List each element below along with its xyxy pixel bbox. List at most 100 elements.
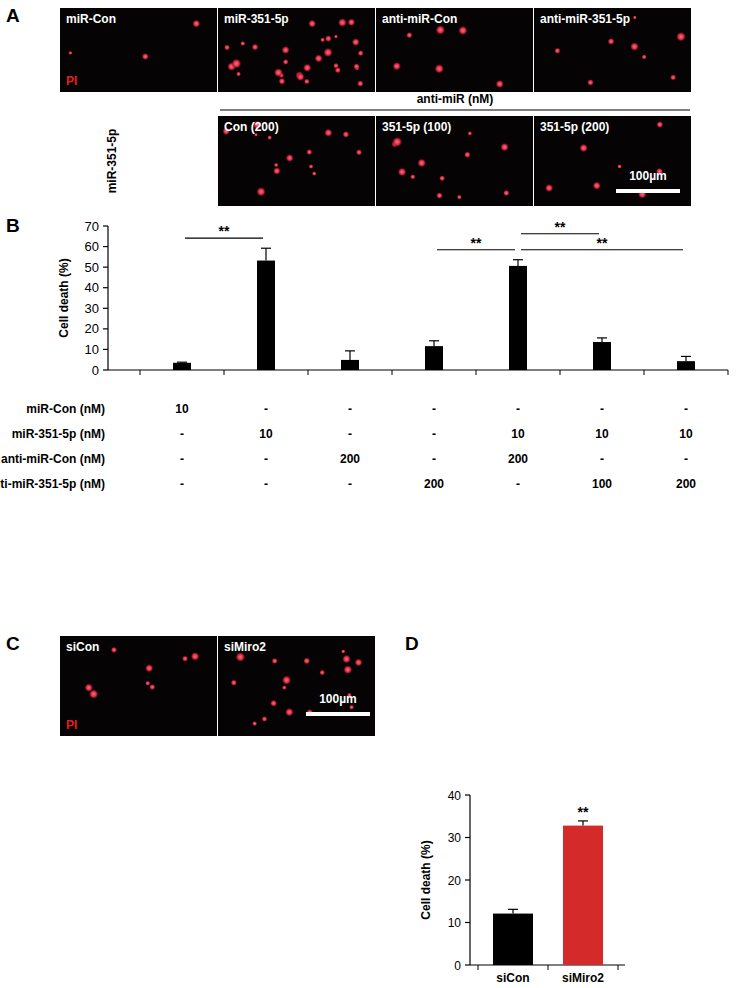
- bar: [257, 261, 275, 370]
- header-line: [220, 109, 690, 110]
- cell-dot: [343, 131, 350, 138]
- x-tick: [392, 370, 393, 375]
- bar: [677, 361, 695, 370]
- cell-dot: [252, 44, 259, 51]
- cell-dot: [334, 35, 338, 39]
- cell-dot: [192, 20, 200, 28]
- y-tick-label: 40: [85, 280, 99, 295]
- error-cap: [597, 337, 607, 338]
- chart: D010203040Cell death (%)siConsiMiro2**: [405, 633, 625, 985]
- row-label: miR-351-5p: [105, 129, 119, 194]
- cell-dot: [274, 68, 283, 77]
- cell-dot: [341, 649, 345, 653]
- y-tick: [103, 328, 108, 329]
- condition-cell: -: [432, 427, 436, 441]
- panel-letter: D: [405, 633, 419, 654]
- cell-dot: [282, 685, 287, 690]
- condition-cell: 10: [595, 427, 609, 441]
- x-axis: [108, 369, 728, 370]
- condition-cell: -: [432, 452, 436, 466]
- panel-label: miR-351-5p: [224, 12, 289, 26]
- scale-bar-label: 100µm: [629, 169, 667, 183]
- cell-dot: [670, 74, 676, 80]
- cell-dot: [324, 129, 332, 137]
- condition-label: miR-351-5p (nM): [12, 427, 105, 441]
- bars: [173, 248, 695, 370]
- y-tick-label: 20: [85, 321, 99, 336]
- y-tick: [465, 837, 470, 838]
- cell-dot: [545, 184, 553, 192]
- condition-label: anti-miR-Con (nM): [1, 452, 105, 466]
- cell-dot: [352, 38, 360, 46]
- x-tick: [644, 370, 645, 375]
- cell-dot: [633, 15, 637, 19]
- significance: **: [471, 235, 482, 251]
- cell-dot: [279, 78, 286, 85]
- cell-dot: [267, 135, 272, 140]
- cell-dot: [145, 681, 150, 686]
- condition-cell: -: [348, 402, 352, 416]
- condition-cell: -: [684, 402, 688, 416]
- panel-label: 351-5p (100): [382, 120, 451, 134]
- error-bar: [345, 351, 355, 360]
- condition-label: miR-Con (nM): [26, 402, 105, 416]
- cell-dot: [676, 32, 685, 41]
- bar: [425, 346, 443, 370]
- condition-cell: 10: [175, 402, 189, 416]
- cell-dot: [656, 121, 663, 128]
- error-bar: [429, 341, 439, 346]
- cell-dot: [436, 25, 445, 34]
- cell-dot: [286, 154, 294, 162]
- cell-dot: [149, 684, 155, 690]
- micrograph: [218, 116, 375, 206]
- panel-label: siCon: [66, 640, 99, 654]
- error-line: [433, 341, 434, 346]
- cell-dot: [283, 59, 289, 65]
- cell-dot: [406, 32, 412, 38]
- bar: [509, 266, 527, 370]
- error-bar: [513, 260, 523, 266]
- cell-dot: [111, 647, 117, 653]
- bar: [493, 914, 533, 965]
- cell-dot: [503, 190, 509, 196]
- y-tick-label: 60: [85, 239, 99, 254]
- error-cap: [508, 909, 518, 910]
- cell-dot: [593, 182, 601, 190]
- condition-label: anti-miR-351-5p (nM): [0, 477, 105, 491]
- cell-dot: [308, 20, 316, 28]
- y-tick: [103, 369, 108, 370]
- cell-dot: [343, 665, 352, 674]
- cell-dot: [240, 41, 245, 46]
- y-axis-label: Cell death (%): [419, 840, 433, 919]
- y-tick: [103, 308, 108, 309]
- y-tick-label: 20: [448, 874, 462, 888]
- error-cap: [345, 350, 355, 351]
- significance: **: [597, 235, 608, 251]
- panel-label: siMiro2: [224, 640, 266, 654]
- cell-dot: [282, 46, 290, 54]
- scale-bar: [306, 712, 370, 716]
- condition-cell: -: [600, 452, 604, 466]
- condition-cell: -: [684, 452, 688, 466]
- panel-letter: B: [6, 215, 20, 236]
- panel-label: anti-miR-Con: [382, 12, 457, 26]
- y-tick: [103, 246, 108, 247]
- significance: **: [219, 223, 230, 239]
- y-axis-label: Cell death (%): [57, 258, 71, 337]
- figure: AmiR-ConPImiR-351-5panti-miR-Conanti-miR…: [0, 0, 736, 988]
- panel-label: 351-5p (200): [540, 120, 609, 134]
- cell-dot: [356, 149, 362, 155]
- cell-dot: [617, 164, 622, 169]
- cell-dot: [357, 80, 363, 86]
- cell-dot: [68, 51, 72, 55]
- cell-dot: [439, 175, 445, 181]
- x-tick: [618, 965, 619, 970]
- error-line: [601, 338, 602, 342]
- cell-dot: [608, 38, 615, 45]
- stain-label: PI: [66, 74, 77, 88]
- cell-dot: [272, 658, 278, 664]
- x-tick: [476, 370, 477, 375]
- cell-dot: [231, 59, 241, 69]
- cell-dot: [392, 137, 402, 147]
- cell-dot: [191, 652, 200, 661]
